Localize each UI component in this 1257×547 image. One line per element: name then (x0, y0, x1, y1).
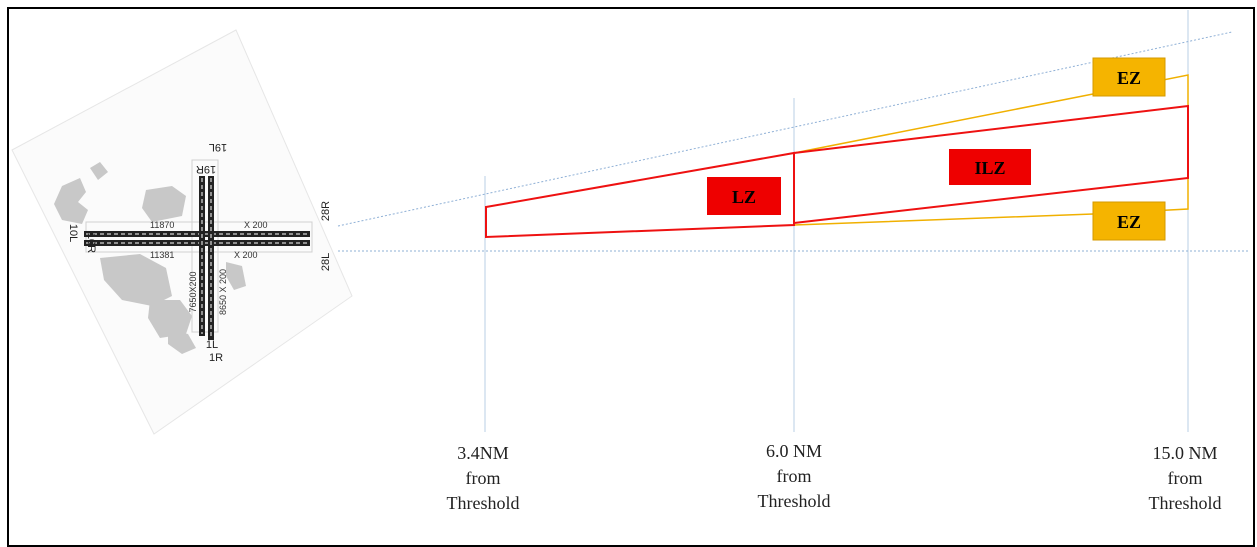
ez-upper-label-box (1092, 57, 1166, 97)
dimension-1l-19r: 7650X200 (188, 271, 198, 312)
dimension-1r-19l: 8650 X 200 (218, 269, 228, 315)
lz-label: LZ (732, 187, 756, 207)
ez-lower-label-box (1092, 201, 1166, 241)
distance-label-3-4nm: 3.4NM from Threshold (413, 441, 553, 516)
runway-label-19l: 19L (209, 141, 227, 153)
runway-label-28r: 28R (320, 201, 332, 221)
runway-10r-28l (84, 240, 310, 246)
ilz-zone (793, 104, 1189, 225)
distance-from: from (1167, 468, 1203, 488)
distance-label-6-0nm: 6.0 NM from Threshold (724, 439, 864, 514)
dimension-10l-28r-length: 11870 (150, 220, 174, 230)
runway-label-1r: 1R (209, 352, 223, 364)
runway-label-10l: 10L (67, 224, 79, 242)
ilz-label-box (949, 149, 1031, 185)
terminal-areas (54, 162, 246, 354)
runway-10l-28r (84, 231, 310, 237)
lz-label-box (707, 177, 781, 215)
distance-value: 15.0 NM (1152, 443, 1218, 463)
dimension-10r-28l-width: X 200 (234, 250, 258, 260)
runway-label-10r: 10R (85, 233, 97, 253)
ilz-label: ILZ (974, 158, 1005, 178)
airport-diagram: 19L 19R 10L 10R 28R 28L 1L 1R 11870 X 20… (11, 29, 353, 435)
distance-label-15-0nm: 15.0 NM from Threshold (1115, 441, 1255, 516)
ez-lower-label: EZ (1117, 212, 1141, 232)
runway-label-19r: 19R (196, 163, 216, 175)
ez-upper-label: EZ (1117, 68, 1141, 88)
distance-from: from (465, 468, 501, 488)
distance-threshold: Threshold (446, 493, 520, 513)
distance-threshold: Threshold (757, 491, 831, 511)
lz-zone (485, 151, 795, 239)
dimension-10l-28r-width: X 200 (244, 220, 268, 230)
distance-value: 3.4NM (457, 443, 509, 463)
runway-label-1l: 1L (206, 339, 218, 351)
runway-label-28l: 28L (320, 253, 332, 271)
distance-value: 6.0 NM (765, 441, 822, 461)
extended-centerline-upper (337, 31, 1233, 227)
dimension-10r-28l-length: 11381 (150, 250, 174, 260)
distance-threshold: Threshold (1148, 493, 1222, 513)
distance-from: from (776, 466, 812, 486)
